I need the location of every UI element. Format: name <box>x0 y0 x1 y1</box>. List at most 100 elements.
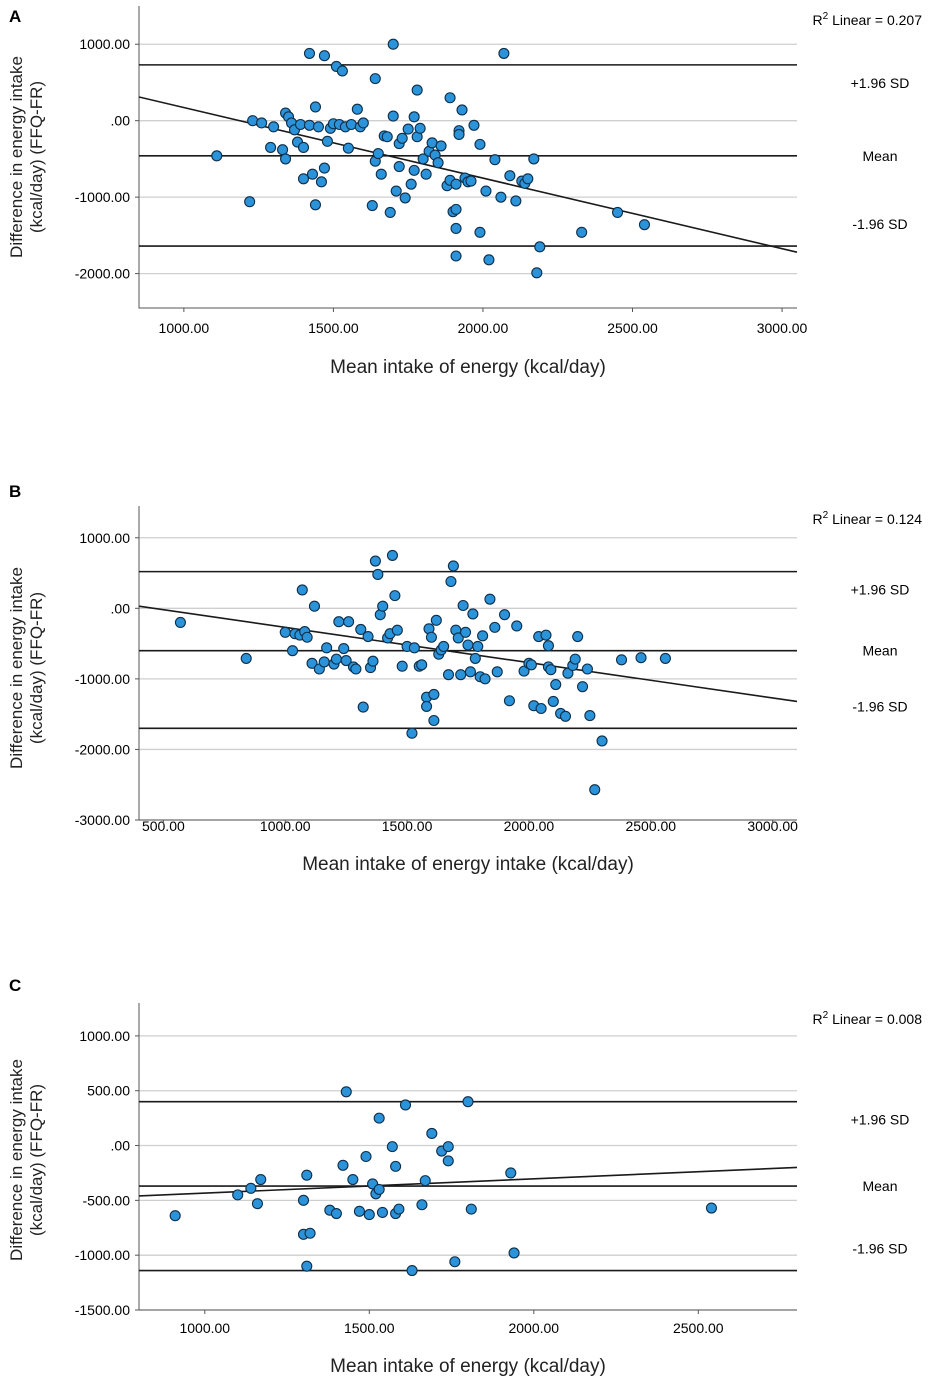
data-point <box>297 141 310 153</box>
data-point <box>450 178 462 190</box>
data-point <box>232 1189 244 1201</box>
data-point <box>321 135 333 147</box>
data-point <box>408 111 420 123</box>
data-point <box>351 103 363 115</box>
x-tick-label: 1000.00 <box>179 1320 230 1336</box>
reference-line-label: +1.96 SD <box>851 582 910 598</box>
r2-superscript: 2 <box>823 1010 829 1021</box>
data-point <box>460 626 472 638</box>
data-point <box>318 50 330 62</box>
data-point <box>428 688 440 700</box>
r2-value: Linear = 0.207 <box>828 12 922 28</box>
data-point <box>244 196 256 208</box>
data-point <box>584 710 596 722</box>
data-point <box>491 666 503 678</box>
data-point <box>389 590 401 602</box>
x-axis-title: Mean intake of energy intake (kcal/day) <box>302 854 634 875</box>
data-point <box>479 673 491 685</box>
x-tick-label: 1500.00 <box>308 320 359 336</box>
data-point <box>465 1203 477 1215</box>
data-point <box>464 666 476 678</box>
data-point <box>518 665 530 677</box>
y-axis-title-line1: Difference in energy intake <box>7 1059 26 1261</box>
data-point <box>318 656 330 668</box>
data-point <box>279 626 291 638</box>
data-point <box>408 642 420 654</box>
data-point <box>450 222 462 235</box>
y-axis-title: Difference in energy intake(kcal/day) (F… <box>7 56 46 258</box>
data-point <box>301 1260 313 1272</box>
data-point <box>255 1173 267 1186</box>
data-point <box>559 710 572 722</box>
data-point <box>396 660 408 672</box>
y-axis-title-line2: (kcal/day) (FFQ-FR) <box>27 1084 46 1236</box>
reference-line-label: Mean <box>862 1178 897 1194</box>
data-point <box>472 640 484 652</box>
data-point <box>303 47 316 59</box>
data-point <box>428 714 440 727</box>
data-point <box>345 118 357 131</box>
data-point <box>366 199 378 212</box>
data-point <box>301 1169 313 1181</box>
r2-symbol: R <box>813 511 823 527</box>
data-point <box>309 101 322 113</box>
data-point <box>343 616 355 628</box>
data-point <box>402 123 414 135</box>
data-point <box>705 1202 718 1214</box>
y-axis-title-line1: Difference in energy intake <box>7 56 26 258</box>
data-point <box>477 630 489 642</box>
panel-letter: C <box>9 976 21 995</box>
data-point <box>340 1086 352 1098</box>
data-point <box>453 128 465 140</box>
data-point <box>525 659 537 671</box>
data-point <box>381 131 393 143</box>
axes <box>138 6 797 309</box>
data-point <box>377 600 389 612</box>
data-point <box>465 175 477 187</box>
y-axis-title: Difference in energy intake(kcal/day) (F… <box>7 1059 46 1261</box>
data-point <box>303 119 316 131</box>
data-point <box>495 191 507 203</box>
data-point <box>489 154 501 166</box>
data-point <box>635 652 647 664</box>
reference-line-label: +1.96 SD <box>851 75 910 91</box>
data-point <box>426 1127 438 1140</box>
data-point <box>342 142 354 154</box>
data-point <box>338 642 350 655</box>
data-point <box>435 140 447 152</box>
x-tick-label: 500.00 <box>142 818 185 834</box>
data-point <box>615 654 628 666</box>
data-point <box>357 701 369 713</box>
data-point <box>251 1198 263 1210</box>
x-tick-label: 1500.00 <box>344 1320 395 1336</box>
y-axis-title-line2: (kcal/day) (FFQ-FR) <box>27 592 46 744</box>
data-point <box>611 206 624 218</box>
data-point <box>449 1256 461 1268</box>
data-point <box>337 1159 349 1171</box>
data-point <box>499 609 511 621</box>
r2-superscript: 2 <box>823 510 829 521</box>
reference-line-label: -1.96 SD <box>852 216 907 232</box>
x-tick-label: 3000.00 <box>747 818 798 834</box>
data-point <box>503 695 515 707</box>
regression-line <box>139 605 798 703</box>
data-point <box>540 629 552 641</box>
r2-symbol: R <box>813 1011 823 1027</box>
data-point <box>430 614 442 626</box>
data-point <box>396 132 408 144</box>
x-axis-title: Mean intake of energy (kcal/day) <box>330 357 606 378</box>
axes <box>138 1003 797 1311</box>
y-tick-label: 1000.00 <box>79 530 130 546</box>
data-point <box>421 700 433 712</box>
y-tick-label: .00 <box>111 113 131 129</box>
data-point <box>296 584 308 596</box>
data-point <box>308 600 321 612</box>
data-point <box>169 1210 181 1222</box>
data-point <box>452 632 464 644</box>
data-point <box>280 153 292 165</box>
data-point <box>330 653 342 665</box>
data-point <box>247 115 259 127</box>
data-point <box>504 170 516 182</box>
data-point <box>360 1150 372 1163</box>
data-point <box>386 1141 398 1153</box>
